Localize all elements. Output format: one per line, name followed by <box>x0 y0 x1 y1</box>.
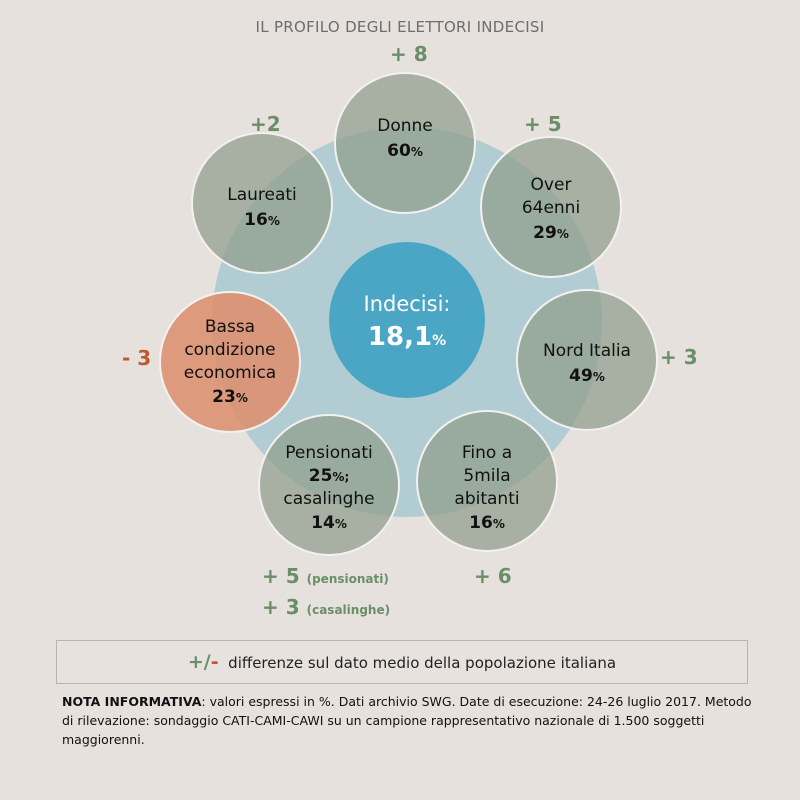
legend-slash: / <box>203 651 211 673</box>
group-value-laureati: 16 <box>244 210 268 230</box>
svg-text:16%: 16% <box>469 513 505 533</box>
group-value-nord: 49 <box>569 366 593 386</box>
delta-donne: + 8 <box>390 42 428 66</box>
group-label-casalinghe: casalinghe <box>283 489 374 509</box>
group-label-over64-2: 64enni <box>522 198 580 218</box>
center-circle: Indecisi: 18,1% <box>329 242 485 398</box>
legend-minus: - <box>210 651 219 673</box>
delta-casalinghe-note: (casalinghe) <box>306 603 391 617</box>
svg-text:23%: 23% <box>212 387 248 407</box>
group-circle-bassa: Bassa condizione economica 23% <box>159 291 301 433</box>
group-label-fino5mila-1: Fino a <box>462 443 512 463</box>
group-label-pensionati: Pensionati <box>285 443 372 463</box>
delta-laureati: +2 <box>250 112 281 136</box>
svg-text:49%: 49% <box>569 366 605 386</box>
group-value-bassa: 23 <box>212 387 236 407</box>
legend-text: differenze sul dato medio della popolazi… <box>228 654 617 672</box>
footnote-label: NOTA INFORMATIVA <box>62 694 202 709</box>
svg-text:18,1%: 18,1% <box>368 322 446 352</box>
group-label-nord: Nord Italia <box>543 341 631 361</box>
group-unit-casalinghe: % <box>335 517 347 531</box>
group-circle-pensionati: Pensionati 25%; casalinghe 14% <box>258 414 400 556</box>
group-value-casalinghe: 14 <box>311 513 335 533</box>
footnote: NOTA INFORMATIVA: valori espressi in %. … <box>62 692 762 749</box>
group-unit-fino5mila: % <box>493 517 505 531</box>
delta-pensionati-note: (pensionati) <box>306 572 389 586</box>
group-circle-over64: Over 64enni 29% <box>480 136 622 278</box>
group-label-bassa-1: Bassa <box>205 317 255 337</box>
group-unit-donne: % <box>411 145 423 159</box>
delta-nord: + 3 <box>660 345 698 369</box>
legend-plus: + <box>187 651 204 673</box>
delta-casalinghe-value: + 3 <box>262 595 300 619</box>
group-value-fino5mila: 16 <box>469 513 493 533</box>
group-unit-nord: % <box>593 370 605 384</box>
group-unit-laureati: % <box>268 214 280 228</box>
group-unit-bassa: % <box>236 391 248 405</box>
group-label-fino5mila-2: 5mila <box>463 466 510 486</box>
group-circle-fino5mila: Fino a 5mila abitanti 16% <box>416 410 558 552</box>
svg-text:60%: 60% <box>387 141 423 161</box>
center-value: 18,1 <box>368 322 432 352</box>
group-circle-nord: Nord Italia 49% <box>516 289 658 431</box>
group-unit-over64: % <box>557 227 569 241</box>
center-label: Indecisi: <box>364 292 451 316</box>
group-value-over64: 29 <box>533 223 557 243</box>
delta-bassa: - 3 <box>122 346 152 370</box>
group-circle-donne: Donne 60% <box>334 72 476 214</box>
svg-text:25%;: 25%; <box>309 466 350 486</box>
group-value-donne: 60 <box>387 141 411 161</box>
chart-title: IL PROFILO DEGLI ELETTORI INDECISI <box>255 18 545 36</box>
group-unit-pensionati: %; <box>332 470 349 484</box>
group-circle-laureati: Laureati 16% <box>191 132 333 274</box>
svg-text:14%: 14% <box>311 513 347 533</box>
svg-text:16%: 16% <box>244 210 280 230</box>
group-label-laureati: Laureati <box>227 185 297 205</box>
delta-pensionati: + 5 (pensionati) <box>262 564 389 588</box>
group-label-fino5mila-3: abitanti <box>454 489 519 509</box>
svg-text:29%: 29% <box>533 223 569 243</box>
delta-casalinghe: + 3 (casalinghe) <box>262 595 390 619</box>
delta-pensionati-value: + 5 <box>262 564 300 588</box>
delta-fino5mila: + 6 <box>474 564 512 588</box>
legend-box: +/- differenze sul dato medio della popo… <box>56 640 748 684</box>
group-value-pensionati: 25 <box>309 466 333 486</box>
center-unit: % <box>432 333 446 349</box>
group-label-bassa-3: economica <box>184 363 276 383</box>
group-label-over64-1: Over <box>531 175 572 195</box>
delta-over64: + 5 <box>524 112 562 136</box>
footnote-text: : valori espressi in %. Dati archivio SW… <box>62 694 752 747</box>
group-label-donne: Donne <box>377 116 433 136</box>
group-label-bassa-2: condizione <box>184 340 275 360</box>
